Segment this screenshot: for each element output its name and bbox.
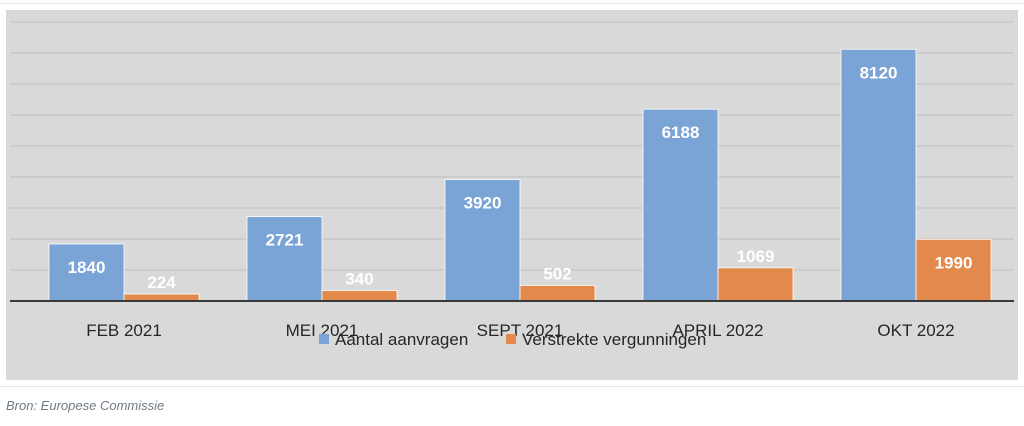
bar-vergunningen [915,238,992,302]
bar-chart: 1840 224 2721 340 3920 502 6188 1069 8120 1990 FE… [6,10,1018,380]
bar-vergunningen [321,290,398,302]
bar-aanvragen [642,108,719,302]
category-label: APRIL 2022 [672,321,763,340]
data-label: 3920 [464,193,502,212]
legend: Aantal aanvragen Verstrekte vergunningen [319,330,706,349]
chart-canvas: 1840 224 2721 340 3920 502 6188 1069 8120 1990 FE… [6,10,1018,380]
bottom-divider [0,386,1024,387]
data-label: 2721 [266,231,304,250]
legend-label-verstrekte-vergunningen: Verstrekte vergunningen [522,330,706,349]
data-label: 8120 [860,63,898,82]
bar-aanvragen [246,216,323,302]
bars: 1840 224 2721 340 3920 502 6188 1069 8120 1990 [48,48,992,302]
data-label: 340 [345,269,373,288]
bar-vergunningen [717,267,794,302]
legend-swatch-verstrekte-vergunningen [506,334,516,344]
data-label: 502 [543,264,571,283]
category-label: OKT 2022 [877,321,954,340]
category-label: SEPT 2021 [477,321,564,340]
top-divider [0,3,1024,4]
data-label: 1069 [737,247,775,266]
data-label: 1840 [68,258,106,277]
bar-aanvragen [48,243,125,302]
legend-label-aantal-aanvragen: Aantal aanvragen [335,330,468,349]
bar-aanvragen [444,179,521,302]
category-label: FEB 2021 [86,321,162,340]
bar-vergunningen [123,293,200,302]
data-label: 1990 [935,253,973,272]
legend-swatch-aantal-aanvragen [319,334,329,344]
data-label: 224 [147,273,176,292]
data-label: 6188 [662,123,700,142]
source-caption: Bron: Europese Commissie [6,398,165,413]
bar-aanvragen [840,48,917,302]
bar-vergunningen [519,285,596,302]
category-label: MEI 2021 [286,321,359,340]
category-labels: FEB 2021 MEI 2021 SEPT 2021 APRIL 2022 OKT 2… [86,321,954,340]
